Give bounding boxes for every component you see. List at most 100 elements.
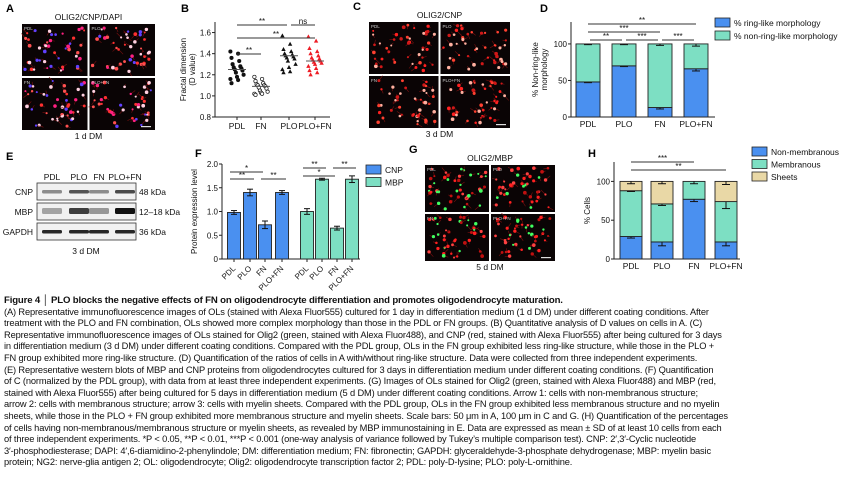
micrograph-tile: PLO+FN (491, 212, 555, 261)
cell-body (50, 33, 54, 37)
protein-band (89, 190, 109, 194)
cell-body (466, 54, 470, 58)
cell-body (387, 50, 391, 54)
cell-body (377, 110, 382, 115)
data-point (293, 61, 298, 66)
cell-body (527, 232, 531, 235)
legend-label: Sheets (771, 172, 797, 182)
data-point (237, 59, 242, 64)
cell-body (504, 188, 507, 191)
caption-line: in differentiation medium (3 d DM) under… (4, 341, 714, 352)
cell-body (465, 202, 469, 206)
cell-body (398, 114, 402, 118)
x-tick-label: PDL (229, 121, 246, 131)
legend-label: Non-membranous (771, 147, 839, 157)
cell-body (30, 108, 34, 111)
cell-body (27, 43, 32, 48)
cell-body (505, 226, 509, 230)
caption-line: treatment with the PLO and FN combinatio… (4, 318, 703, 329)
significance-label: ** (259, 17, 265, 26)
bar-segment (575, 43, 601, 83)
data-point (241, 72, 246, 77)
cell-body (380, 57, 384, 61)
cell-body (508, 201, 512, 204)
cell-body (516, 218, 520, 222)
cell-body (60, 113, 63, 116)
cell-body (479, 229, 483, 234)
cell-body (147, 113, 150, 116)
significance-label: ** (246, 46, 252, 55)
cell-body (385, 46, 389, 50)
y-tick-label: 1.5 (207, 184, 219, 193)
cell-body (91, 105, 95, 109)
cell-body (91, 81, 95, 85)
cell-body (530, 252, 534, 256)
cell-body (27, 93, 30, 96)
caption-line: Representative immunofluorescence images… (4, 329, 722, 340)
cell-body (451, 112, 456, 117)
cell-body (525, 182, 529, 186)
cell-body (507, 237, 510, 241)
cell-body (126, 36, 129, 39)
x-tick-label: PDL (293, 264, 311, 282)
y-tick-label: 2.0 (207, 160, 219, 169)
cell-body (427, 250, 431, 254)
cell-body (139, 62, 143, 67)
cell-body (459, 183, 462, 186)
cell-body (530, 224, 534, 228)
cell-body (30, 89, 34, 93)
data-point (308, 51, 313, 56)
cell-body (524, 226, 528, 229)
blot-row-cnp: CNP 48 kDa (15, 182, 166, 201)
cell-body (123, 60, 126, 63)
cell-body (443, 175, 447, 180)
cell-body (450, 252, 453, 255)
cell-body (93, 99, 96, 102)
cell-body (443, 207, 447, 211)
cell-body (481, 83, 485, 86)
legend-label: % non-ring-like morphology (734, 31, 838, 41)
tile-label: PLO (443, 24, 453, 29)
cell-body (106, 66, 110, 69)
data-point (233, 70, 238, 75)
protein-band (69, 230, 89, 234)
y-tick-label: 1.6 (200, 29, 212, 38)
cell-body (56, 117, 59, 120)
cell-body (442, 46, 445, 49)
cell-body (401, 25, 406, 30)
cell-body (134, 95, 137, 98)
y-axis-label: Protein expression level (190, 169, 199, 254)
panel-label: A (6, 3, 14, 15)
cell-body (134, 102, 138, 106)
cell-body (543, 178, 548, 182)
cell-body (135, 61, 139, 65)
x-tick-label: PLO (308, 264, 326, 282)
caption-line: sheets, while those in the PLO + FN grou… (4, 410, 728, 421)
significance-label: ** (639, 16, 645, 25)
y-axis-label: morphology (540, 49, 549, 91)
micrograph-image (369, 22, 439, 74)
cell-body (450, 117, 455, 122)
cell-body (418, 61, 422, 65)
data-point (253, 92, 258, 97)
cell-body (449, 194, 453, 198)
cell-body (511, 181, 516, 185)
cell-body (548, 217, 552, 220)
cell-body (419, 98, 422, 101)
cell-body (428, 176, 433, 181)
cell-body (35, 58, 39, 62)
cell-body (431, 234, 436, 239)
cell-body (448, 199, 453, 204)
cell-body (28, 84, 32, 88)
cell-body (430, 167, 434, 171)
tile-label: FN (24, 80, 30, 85)
significance-label: ** (603, 32, 609, 41)
condition-label: 1 d DM (75, 131, 102, 141)
cell-body (504, 250, 508, 254)
cell-body (422, 88, 426, 92)
cell-body (448, 217, 452, 222)
cell-body (455, 24, 460, 28)
cell-body (99, 98, 103, 102)
cell-body (435, 190, 439, 194)
cell-body (115, 124, 119, 129)
